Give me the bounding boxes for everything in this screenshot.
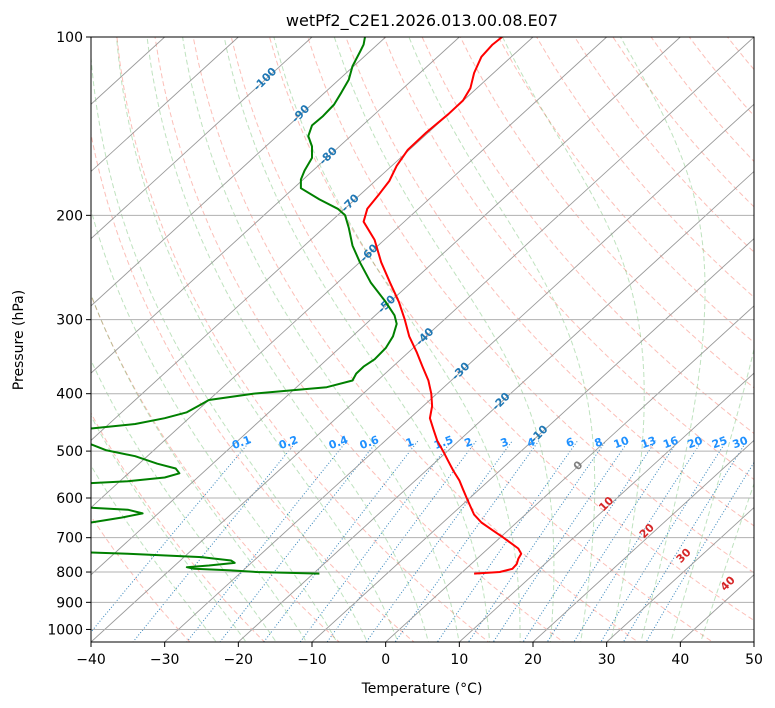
- x-tick-label: 10: [450, 652, 468, 668]
- dry-adiabat: [91, 515, 191, 642]
- mixing-ratio-line: [622, 440, 748, 642]
- mixing-ratio-line: [394, 440, 540, 642]
- isotherm-line: [91, 37, 313, 240]
- mixing-ratio-label: 8: [593, 435, 605, 450]
- x-tick-label: 30: [598, 652, 616, 668]
- mixing-ratio-label: 13: [639, 434, 658, 451]
- isotherms: [91, 37, 754, 642]
- mixing-ratio-line: [365, 440, 513, 642]
- mixing-ratio-line: [436, 440, 579, 642]
- isotherm-line: [91, 37, 607, 509]
- dry-adiabat: [192, 37, 639, 642]
- x-tick-label: 0: [381, 652, 390, 668]
- mixing-ratio-line: [132, 440, 298, 642]
- plot-frame: [90, 36, 755, 643]
- dry-adiabat: [497, 37, 754, 344]
- y-axis-label: Pressure (hPa): [11, 290, 27, 390]
- mixing-ratio-label: 20: [686, 434, 705, 452]
- isotherm-line: [238, 170, 754, 642]
- mixing-ratio-label: 25: [710, 434, 729, 451]
- temperature-profile: [362, 37, 523, 575]
- y-axis-ticks: 100 200 300 400 500 600 700 800 900 1000: [47, 30, 91, 638]
- x-tick-label: −40: [76, 652, 106, 668]
- moist-adiabat: [91, 293, 307, 642]
- isotherm-line: [91, 37, 386, 307]
- mixing-ratio-label: 16: [661, 434, 680, 452]
- x-tick-label: −20: [224, 652, 254, 668]
- x-tick-label: −10: [297, 652, 327, 668]
- mixing-ratio-label: 36: [752, 434, 771, 452]
- x-axis-label: Temperature (°C): [361, 681, 483, 697]
- dry-adiabat: [459, 37, 754, 389]
- y-tick-label: 800: [56, 565, 83, 581]
- y-tick-label: 200: [56, 208, 83, 224]
- mixing-ratio-line: [600, 440, 728, 642]
- dry-adiabat: [116, 37, 490, 642]
- moist-adiabat: [502, 37, 645, 642]
- dry-adiabat: [230, 37, 714, 642]
- mixing-ratio-label: 3: [499, 435, 511, 450]
- isotherm-line: [532, 439, 754, 642]
- isotherm-line: [91, 37, 534, 441]
- x-axis-ticks: −40 −30 −20 −10 0 10 20 30 40 50: [76, 642, 763, 668]
- mixing-ratio-line: [467, 440, 607, 642]
- y-tick-label: 700: [56, 531, 83, 547]
- isotherm-line: [91, 37, 239, 173]
- moist-adiabat: [182, 37, 460, 642]
- mixing-ratio-label: 4: [525, 435, 537, 450]
- mixing-ratio-label: 0.4: [327, 433, 350, 452]
- pressure-gridlines: [91, 37, 754, 630]
- isotherm-line: [91, 37, 460, 374]
- dry-adiabat: [307, 37, 754, 574]
- y-tick-label: 900: [56, 595, 83, 611]
- y-tick-label: 1000: [47, 622, 83, 638]
- isotherm-line: [164, 103, 754, 642]
- dry-adiabat: [154, 37, 565, 642]
- dry-adiabat: [91, 293, 340, 642]
- plot-area: -100-90-80-70-60-50-40-30-20-1000.1 0.2 0.…: [91, 37, 771, 642]
- isotherm-line: [91, 37, 754, 642]
- mixing-ratio-label: 1.5: [432, 433, 455, 452]
- sounding-series: [91, 37, 523, 575]
- mixing-ratio-label: 6: [564, 435, 576, 450]
- mixing-ratio-line: [326, 440, 477, 642]
- moist-adiabat: [273, 37, 521, 642]
- mixing-ratio-label: 30: [731, 434, 750, 452]
- mixing-ratio-label: 0.6: [358, 433, 381, 452]
- x-tick-label: −30: [150, 652, 180, 668]
- x-tick-label: 20: [524, 652, 542, 668]
- y-tick-label: 600: [56, 491, 83, 507]
- mixing-ratio-lines: [91, 440, 754, 642]
- dry-adiabats: [91, 37, 754, 642]
- dry-adiabat: [91, 412, 266, 642]
- y-tick-label: 100: [56, 30, 83, 46]
- x-tick-label: 40: [671, 652, 689, 668]
- mixing-ratio-line: [522, 440, 657, 642]
- mixing-ratio-line: [573, 440, 703, 642]
- isotherm-line: [311, 238, 754, 642]
- dry-adiabat: [383, 37, 754, 481]
- y-tick-label: 400: [56, 387, 83, 403]
- y-tick-label: 300: [56, 313, 83, 329]
- mixing-ratio-label: 0.2: [277, 433, 300, 452]
- y-tick-label: 500: [56, 444, 83, 460]
- mixing-ratio-label: 2: [463, 435, 475, 450]
- dewpoint-profile: [91, 37, 398, 575]
- isotherm-line: [459, 372, 754, 642]
- mixing-ratio-label: 10: [612, 434, 631, 452]
- isotherm-line: [606, 506, 754, 642]
- mixing-ratio-label: 1: [404, 435, 416, 450]
- mixing-ratio-line: [492, 440, 630, 642]
- isotherm-line: [91, 37, 681, 576]
- moist-adiabat: [91, 50, 368, 642]
- dry-adiabat: [345, 37, 754, 527]
- x-tick-label: 50: [745, 652, 763, 668]
- mixing-ratio-line: [546, 440, 679, 642]
- dry-adiabat: [91, 131, 415, 642]
- isotherm-line: [385, 305, 754, 642]
- chart-title: wetPf2_C2E1.2026.013.00.08.E07: [286, 11, 558, 31]
- mixing-ratio-label: 0.1: [230, 433, 253, 452]
